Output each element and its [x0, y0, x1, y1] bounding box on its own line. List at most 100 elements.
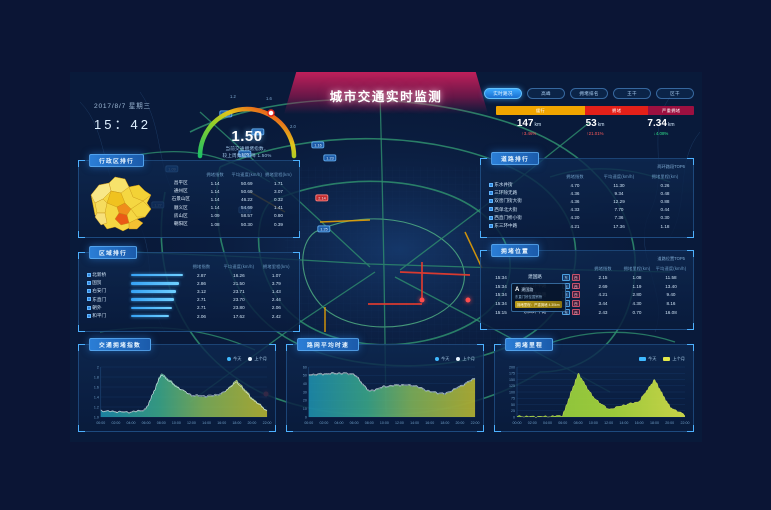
table-row[interactable]: 朝外 2.71 23.80 2.06 [85, 304, 293, 312]
table-row[interactable]: 右安门 3.12 23.71 1.43 [85, 287, 293, 295]
clock: 2017/8/7 星期三 15：42 [94, 100, 151, 133]
road-index: 4.21 [570, 223, 580, 229]
legend-entry-1[interactable]: 上个月 [456, 356, 475, 362]
table-row[interactable]: 国贸 2.86 21.50 3.79 [85, 279, 293, 287]
table-row[interactable]: 15:15 东四环中路 东西 2.43 0.70 16.08 [487, 308, 687, 317]
table-row[interactable]: 三环除无路 4.36 9.34 0.48 [487, 189, 687, 197]
table-row[interactable]: 东三环中路 4.21 17.36 1.18 [487, 222, 687, 230]
table-row[interactable]: 北新桥 2.87 16.26 1.07 [85, 271, 293, 279]
chart-canvas: 0 10 20 30 40 50 60 00:00 02:00 04:00 06:00 08:00 10… [289, 363, 481, 429]
column-header-4: 拥堵里程(km) [623, 266, 651, 271]
column-header-0 [487, 173, 555, 181]
column-header-1: 拥堵指数 [206, 172, 224, 177]
table-row[interactable]: 和平门 2.06 17.62 2.42 [85, 312, 293, 320]
corner-decoration [480, 250, 487, 257]
district-index: 1.14 [210, 188, 220, 194]
title-banner: 城市交通实时监测 [284, 72, 488, 114]
map-marker-2[interactable]: 1.06 [238, 150, 252, 158]
table-row[interactable]: 西直门桥小街 4.20 7.36 0.30 [487, 214, 687, 222]
table-row[interactable]: 双窖门街大街 4.36 12.29 0.88 [487, 197, 687, 205]
congestion-hotspot-dot[interactable] [465, 297, 471, 303]
incident-time: 15:34 [495, 283, 507, 289]
svg-text:1.6: 1.6 [94, 385, 99, 389]
map-tooltip[interactable]: A 建国路 东直门桥至国贸桥 拥堵里程：严重拥堵 4.30km [511, 283, 566, 312]
map-marker-1[interactable]: 1.01 [251, 128, 265, 136]
incident-direction[interactable]: 东西 [555, 273, 587, 282]
table-row[interactable]: 朝阳区 1.08 50.30 0.39 [161, 220, 293, 228]
table-row[interactable]: 东水井街 4.70 11.30 0.26 [487, 181, 687, 189]
legend-entry-0[interactable]: 今天 [435, 356, 449, 362]
district-speed: 54.69 [241, 205, 253, 211]
tab-4[interactable]: 区干 [656, 88, 694, 99]
direction-tag-b[interactable]: 西 [571, 274, 580, 281]
beijing-district-map[interactable] [85, 173, 157, 235]
panel-title: 行政区排行 [89, 154, 144, 167]
region-mileage: 2.06 [271, 305, 281, 311]
direction-tag-b[interactable]: 西 [571, 282, 580, 290]
map-marker-3[interactable]: 1.16 [311, 141, 325, 149]
view-tabs[interactable]: 实时路况 高峰 拥堵排名 王干 区干 [484, 88, 694, 99]
region-speed: 23.71 [233, 288, 245, 294]
svg-text:04:00: 04:00 [335, 421, 344, 425]
incident-speed: 9.40 [666, 292, 676, 298]
gauge-value: 1.50 [231, 128, 263, 145]
direction-tag-b[interactable]: 西 [571, 300, 580, 307]
table-row[interactable]: 15:34 建国路 东西 2.15 1.08 11.58 [487, 273, 687, 282]
tab-1[interactable]: 高峰 [527, 88, 565, 99]
region-name: 东直门 [85, 296, 131, 304]
tab-0[interactable]: 实时路况 [484, 88, 522, 99]
svg-text:1.8: 1.8 [94, 375, 99, 379]
table-row[interactable]: 石景山区 1.14 46.22 0.32 [161, 195, 293, 203]
direction-tag-b[interactable]: 西 [571, 291, 580, 298]
district-index: 1.09 [210, 213, 220, 219]
congestion-stats-bar: 缓行 拥堵 严重拥堵 [496, 106, 694, 115]
map-marker-8[interactable]: 2.14 [315, 194, 329, 202]
table-row[interactable]: 通州区 1.14 50.69 3.07 [161, 187, 293, 195]
district-name: 房山区 [173, 212, 188, 218]
direction-tag-a[interactable]: 东 [562, 308, 571, 316]
region-name: 北新桥 [85, 271, 131, 279]
svg-text:08:00: 08:00 [365, 421, 374, 425]
svg-text:04:00: 04:00 [543, 421, 552, 425]
map-marker-9[interactable]: 1.25 [317, 225, 331, 233]
road-ranking-panel: 道路排行 两环路段TOP6 拥堵指数 平均速度(km/h) 拥堵里程(km) 东水井… [480, 152, 694, 238]
region-bar [130, 290, 177, 293]
map-marker-5[interactable]: 1.23 [323, 154, 337, 162]
table-row[interactable]: 房山区 1.09 58.57 0.80 [161, 212, 293, 220]
tooltip-description: 东直门桥至国贸桥 [515, 295, 543, 299]
svg-text:20:00: 20:00 [247, 421, 256, 425]
table-row[interactable]: 顺义区 1.14 54.69 1.41 [161, 204, 293, 212]
direction-tag-a[interactable]: 东 [562, 274, 571, 281]
tab-2[interactable]: 拥堵排名 [570, 88, 608, 99]
panel-title: 拥堵位置 [491, 244, 539, 257]
direction-tag-b[interactable]: 西 [571, 308, 580, 316]
road-speed: 9.34 [614, 190, 624, 196]
region-mileage: 3.79 [271, 280, 281, 286]
legend-entry-0[interactable]: 今天 [227, 356, 241, 362]
incident-direction[interactable]: 东西 [555, 308, 587, 317]
corner-decoration [477, 344, 484, 351]
svg-text:20:00: 20:00 [455, 421, 464, 425]
gauge-subtitle-line1: 当前交通拥堵指数， [225, 146, 269, 151]
district-speed: 50.69 [241, 180, 253, 186]
column-header-3: 拥堵里程(km) [651, 174, 679, 179]
road-swatch-icon [489, 223, 493, 228]
road-name: 双窖门街大街 [487, 197, 555, 205]
table-row[interactable]: 昌平区 1.14 50.69 1.71 [161, 179, 293, 187]
corner-decoration [269, 344, 276, 351]
chart-legend: 今天 上个月 [227, 356, 267, 362]
incident-index: 2.43 [598, 309, 608, 315]
congestion-hotspot-dot[interactable] [419, 297, 425, 303]
region-index: 2.71 [196, 297, 206, 303]
legend-entry-0[interactable]: 今天 [639, 356, 656, 362]
table-row[interactable]: 东直门 2.71 23.70 2.44 [85, 296, 293, 304]
table-header-row: 拥堵指数 平均速度(km/h) 拥堵里程(km) [487, 173, 687, 181]
incident-name: 建国路 [528, 274, 542, 280]
table-row[interactable]: 西单北大街 4.33 7.70 0.44 [487, 206, 687, 214]
legend-entry-1[interactable]: 上个月 [248, 356, 267, 362]
legend-entry-1[interactable]: 上个月 [663, 356, 685, 362]
svg-text:1.4: 1.4 [94, 395, 99, 399]
region-ranking-table: 拥堵指数 平均速度(km/h) 拥堵里程(km) 北新桥 2.87 16.26 1.07 … [85, 263, 293, 320]
svg-text:60: 60 [303, 365, 307, 369]
tab-3[interactable]: 王干 [613, 88, 651, 99]
